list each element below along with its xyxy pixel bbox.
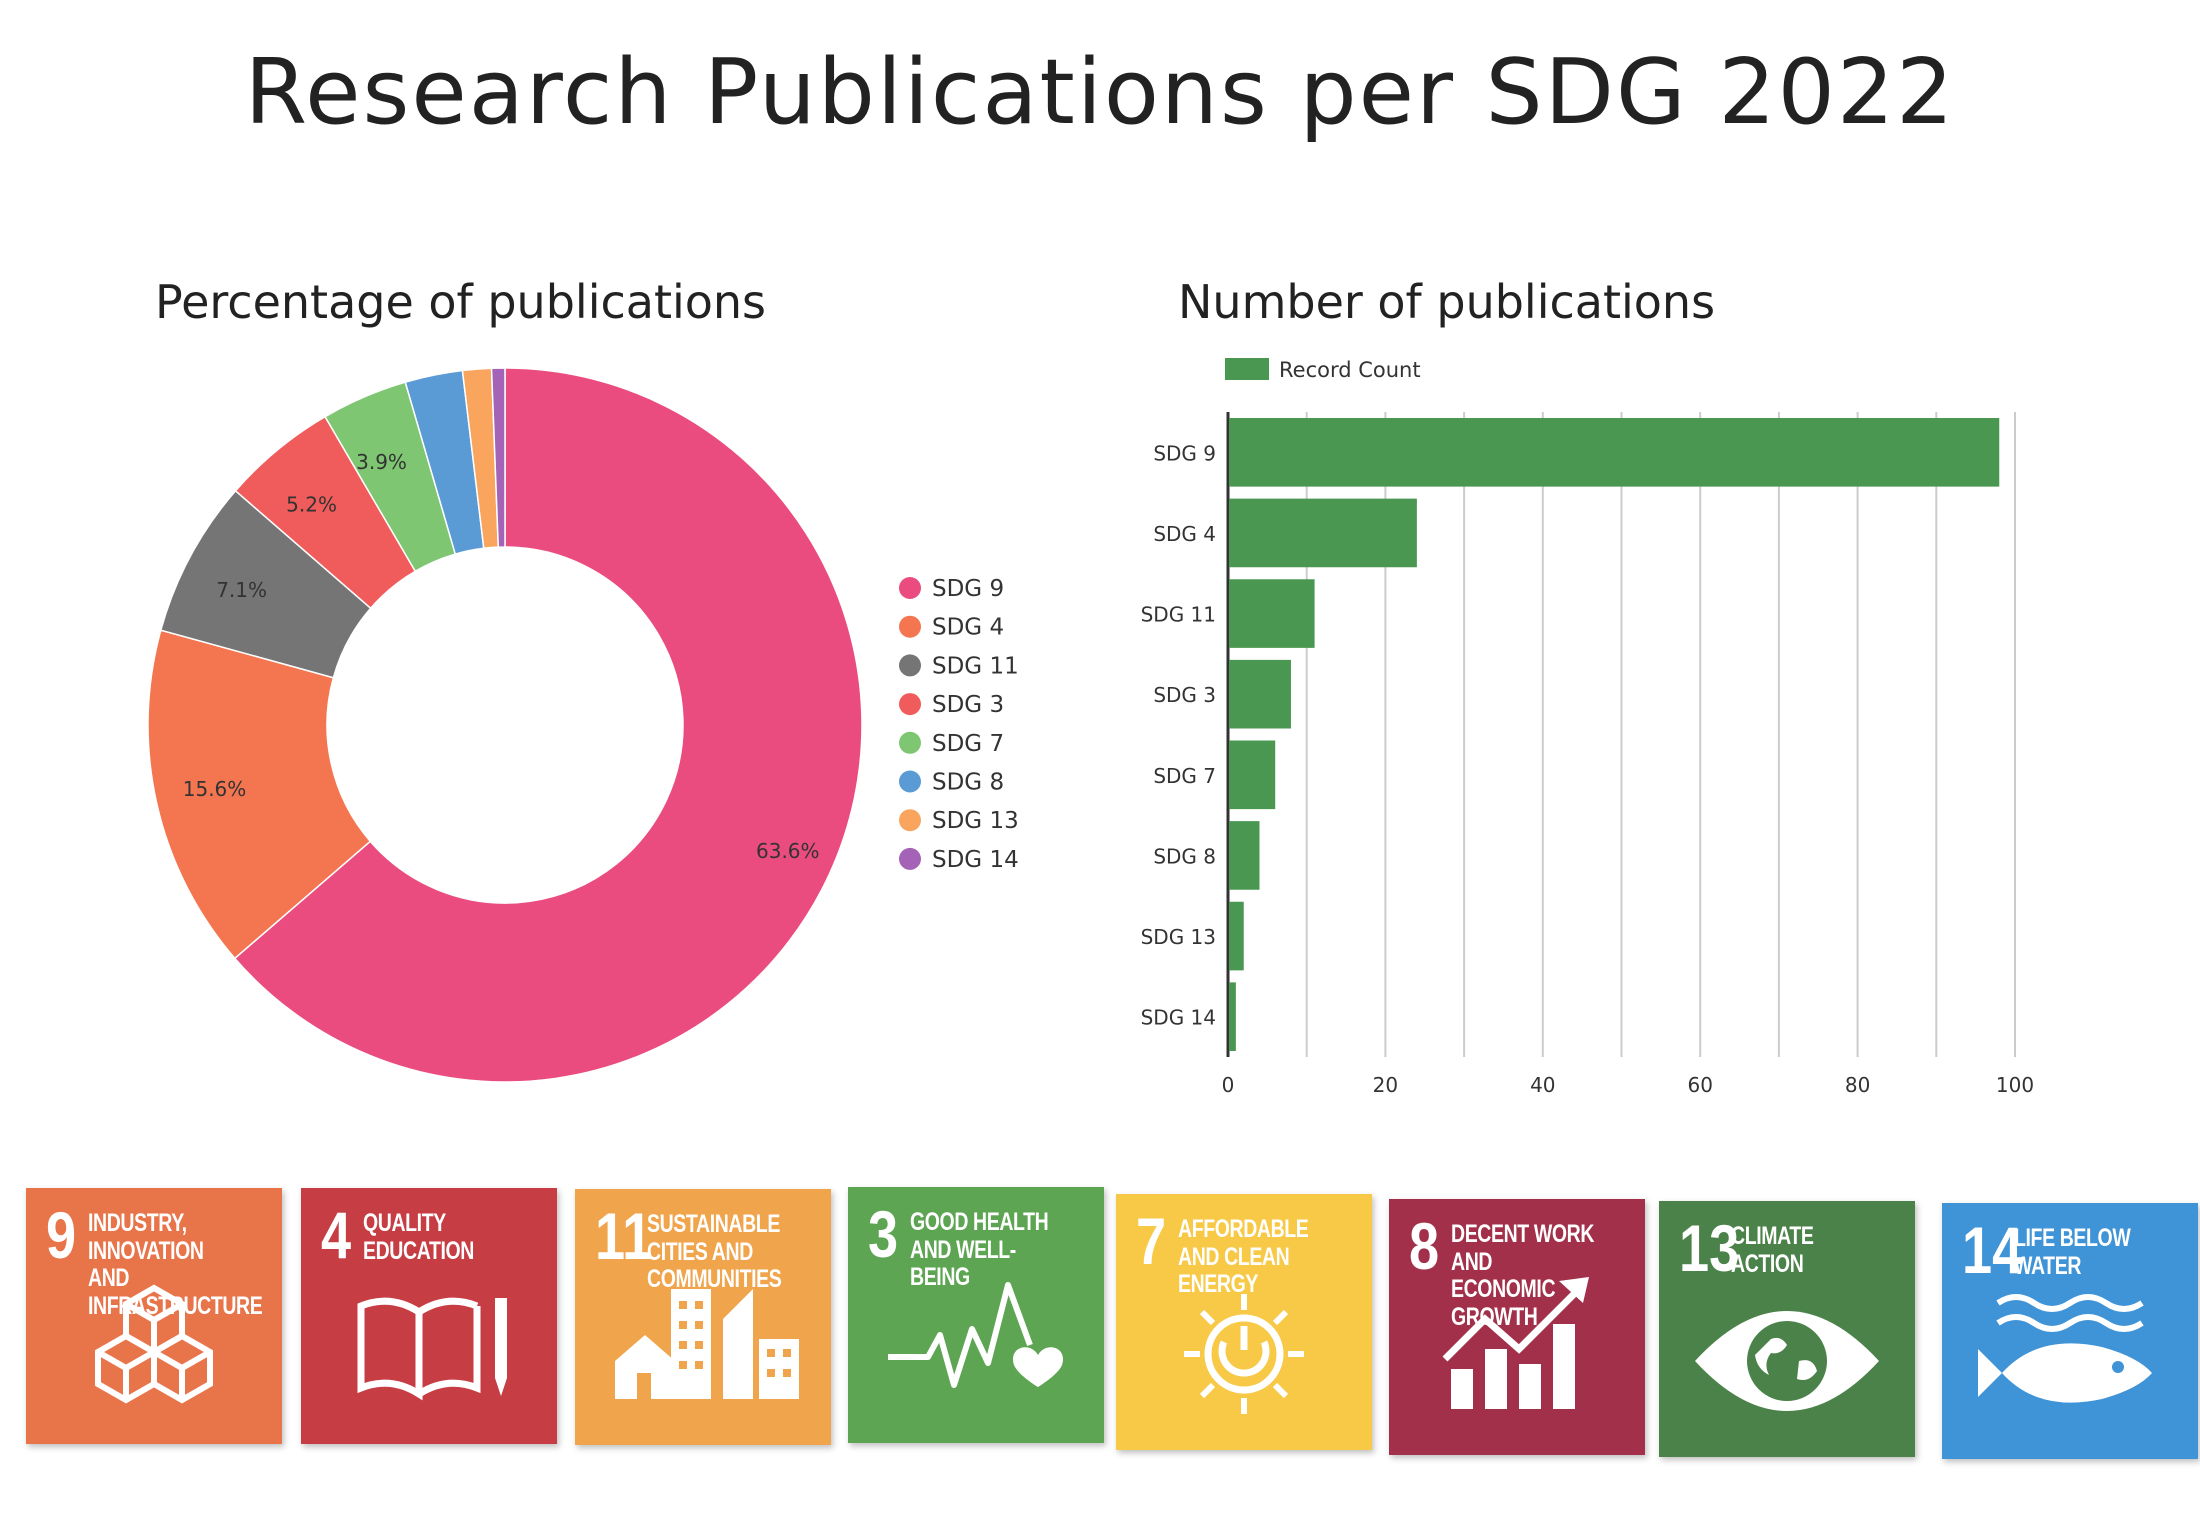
bar-sdg-4 — [1229, 498, 1417, 568]
sdg-tile-4: 4 Quality education — [301, 1188, 557, 1444]
donut-data-label: 5.2% — [286, 493, 337, 517]
bar-sdg-11 — [1229, 579, 1315, 648]
legend-label: SDG 14 — [932, 847, 1019, 873]
y-tick-label: SDG 13 — [1141, 925, 1216, 949]
legend-swatch — [899, 809, 921, 832]
donut-chart: 63.6% 15.6% 7.1% 5.2% 3.9% — [147, 367, 863, 1083]
legend-label: SDG 13 — [932, 808, 1019, 834]
sdg-tile-7: 7 Affordable and clean energy — [1116, 1194, 1372, 1450]
sdg-tile-number: 14 — [1962, 1213, 2023, 1287]
donut-data-label: 3.9% — [356, 450, 407, 474]
x-tick-label: 100 — [1996, 1073, 2034, 1097]
sdg-tile-14: 14 Life below water — [1942, 1203, 2198, 1459]
sdg-tile-9: 9 Industry, innovation and infrastructure — [26, 1188, 282, 1444]
bar-sdg-13 — [1229, 901, 1244, 971]
page-title: Research Publications per SDG 2022 — [244, 40, 1956, 145]
legend-swatch — [899, 693, 921, 716]
donut-data-label: 7.1% — [216, 578, 267, 602]
sdg-tile-text: Good health and well-being — [910, 1208, 1049, 1291]
sdg-tile-number: 11 — [595, 1199, 653, 1273]
sdg-tile-text: Climate action — [1731, 1222, 1814, 1278]
bar-sdg-3 — [1229, 659, 1291, 729]
bar-sdg-7 — [1229, 740, 1276, 810]
legend-label: SDG 3 — [932, 692, 1004, 718]
y-tick-label: SDG 14 — [1141, 1006, 1216, 1030]
bar-sdg-8 — [1229, 821, 1260, 890]
y-tick-label: SDG 7 — [1153, 764, 1216, 788]
x-tick-label: 20 — [1373, 1073, 1398, 1097]
fish-waves-icon — [1978, 1294, 2152, 1403]
legend-swatch — [899, 615, 921, 638]
legend-swatch — [899, 847, 921, 870]
bar-legend-swatch — [1225, 358, 1269, 380]
sdg-tile-number: 13 — [1679, 1211, 1740, 1285]
sdg-tile-3: 3 Good health and well-being — [848, 1187, 1104, 1443]
donut-slice-sdg-4 — [147, 629, 372, 960]
sdg-tile-number: 3 — [868, 1197, 899, 1271]
sdg-tile-8: 8 Decent work and economic growth — [1389, 1199, 1645, 1455]
donut-data-label: 63.6% — [756, 839, 820, 863]
sdg-tile-number: 9 — [46, 1198, 77, 1272]
eye-globe-icon — [1695, 1311, 1879, 1411]
x-tick-label: 60 — [1687, 1073, 1712, 1097]
y-tick-label: SDG 3 — [1153, 683, 1216, 707]
sdg-tile-number: 8 — [1409, 1209, 1440, 1283]
x-tick-label: 0 — [1222, 1073, 1235, 1097]
donut-slice-sdg-14 — [490, 367, 506, 548]
sun-power-icon — [1184, 1294, 1304, 1414]
city-buildings-icon — [615, 1289, 799, 1399]
sdg-tile-text: Affordable and clean energy — [1178, 1215, 1309, 1298]
donut-legend: SDG 9 SDG 4 SDG 11 SDG 3 SDG 7 SDG 8 SDG 13 SDG… — [899, 576, 1019, 873]
x-tick-label: 80 — [1845, 1073, 1870, 1097]
growth-chart-icon — [1442, 1277, 1589, 1409]
sdg-tile-text: Quality education — [363, 1209, 474, 1265]
cubes-icon — [95, 1284, 213, 1404]
sdg-tile-11: 11 Sustainable cities and communities — [575, 1189, 831, 1445]
legend-swatch — [899, 770, 921, 793]
x-tick-label: 40 — [1530, 1073, 1555, 1097]
y-tick-label: SDG 4 — [1153, 522, 1216, 546]
legend-label: SDG 11 — [932, 653, 1019, 679]
sdg-tile-text: Life below water — [2014, 1224, 2131, 1280]
legend-label: SDG 7 — [932, 731, 1004, 757]
book-pencil-icon — [357, 1297, 507, 1401]
legend-label: SDG 4 — [932, 615, 1004, 641]
donut-data-label: 15.6% — [183, 777, 247, 801]
donut-chart-title: Percentage of publications — [155, 275, 767, 329]
y-tick-label: SDG 9 — [1153, 441, 1216, 465]
legend-label: SDG 9 — [932, 576, 1004, 602]
heartbeat-icon — [888, 1282, 1064, 1388]
legend-swatch — [899, 654, 921, 677]
sdg-tile-13: 13 Climate action — [1659, 1201, 1915, 1457]
sdg-tile-text: Industry, innovation and infrastructure — [88, 1209, 263, 1320]
bar-chart: SDG 9 SDG 4 SDG 11 SDG 3 SDG 7 SDG 8 SDG 13 SDG… — [1141, 358, 2034, 1097]
bar-sdg-9 — [1229, 418, 2000, 487]
sdg-tile-number: 7 — [1136, 1204, 1167, 1278]
bar-chart-title: Number of publications — [1178, 275, 1716, 329]
bar-legend-label: Record Count — [1279, 358, 1421, 382]
legend-swatch — [899, 731, 921, 754]
sdg-tile-text: Sustainable cities and communities — [647, 1210, 782, 1293]
bar-sdg-14 — [1229, 982, 1236, 1051]
y-tick-label: SDG 11 — [1141, 603, 1216, 627]
donut-slice-sdg-9 — [233, 367, 863, 1083]
y-tick-label: SDG 8 — [1153, 844, 1216, 868]
sdg-tile-number: 4 — [321, 1198, 352, 1272]
legend-swatch — [899, 577, 921, 599]
legend-label: SDG 8 — [932, 770, 1004, 796]
